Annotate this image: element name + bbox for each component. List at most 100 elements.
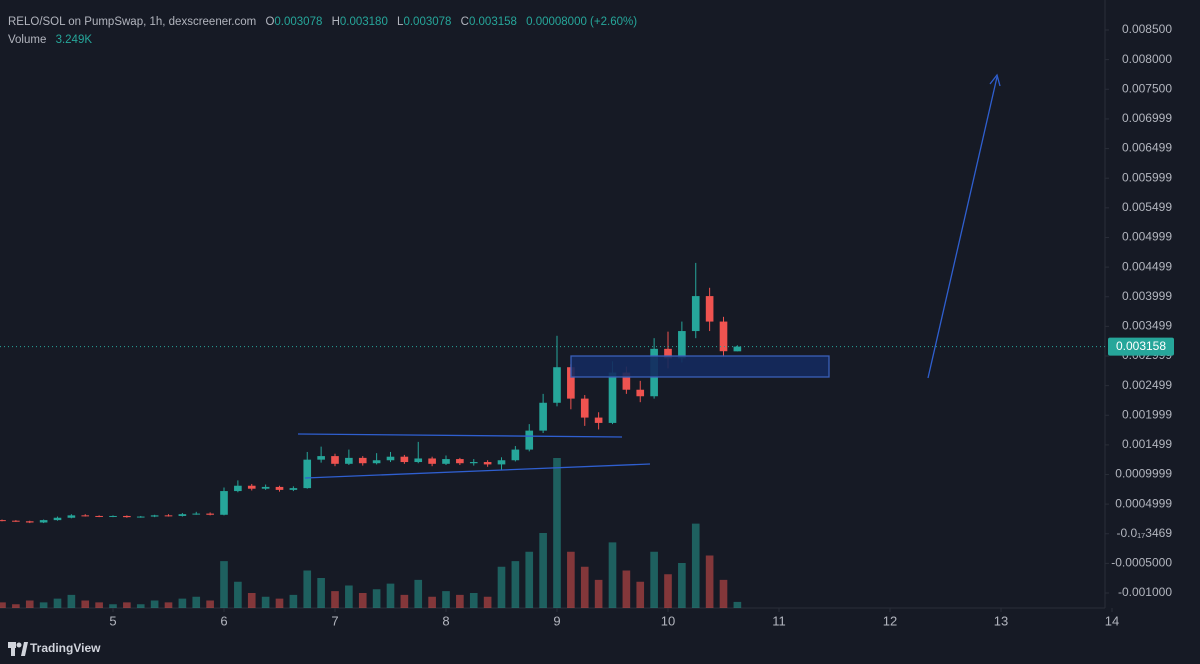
volume-bar bbox=[497, 566, 506, 608]
y-tick-label: 0.008000 bbox=[1122, 52, 1172, 66]
y-tick-label: 0.003999 bbox=[1122, 289, 1172, 303]
volume-bar bbox=[345, 585, 353, 608]
x-tick-label: 9 bbox=[553, 613, 560, 628]
x-tick-label: 8 bbox=[442, 613, 449, 628]
volume-bar bbox=[206, 600, 214, 608]
volume-bar bbox=[317, 578, 325, 608]
brand-logo: TradingView bbox=[8, 641, 101, 656]
volume-bar bbox=[428, 596, 436, 608]
candle-body bbox=[414, 458, 423, 463]
candle-body bbox=[456, 459, 464, 464]
y-tick-label: 0.003499 bbox=[1122, 319, 1172, 333]
volume-bar bbox=[178, 598, 187, 608]
y-tick-label: 0.001999 bbox=[1122, 407, 1172, 421]
candle-body bbox=[261, 486, 270, 489]
candle-body bbox=[317, 456, 325, 460]
candle-body bbox=[53, 517, 62, 521]
y-tick-label: 0.004499 bbox=[1122, 259, 1172, 273]
x-tick-label: 13 bbox=[994, 613, 1008, 628]
price-label: 0.003158 bbox=[1116, 339, 1166, 353]
trend-line bbox=[304, 463, 651, 479]
volume-bar bbox=[234, 581, 242, 608]
y-tick-label: 0.007500 bbox=[1122, 81, 1172, 95]
candle-body bbox=[95, 515, 103, 517]
candle-body bbox=[539, 402, 547, 431]
volume-bar bbox=[483, 596, 492, 608]
ohlc-value: 0.003158 bbox=[469, 16, 517, 28]
volume-bar bbox=[136, 604, 145, 608]
volume-bar bbox=[733, 601, 742, 608]
price-label-box bbox=[1108, 337, 1174, 356]
volume-bar bbox=[608, 542, 617, 608]
candle-body bbox=[331, 456, 339, 464]
candle-body bbox=[733, 346, 742, 352]
ohlc-value: 0.003078 bbox=[403, 16, 451, 28]
volume-bar bbox=[303, 570, 312, 608]
candle-body bbox=[109, 515, 117, 517]
logo-shape bbox=[8, 642, 16, 648]
volume-bar bbox=[553, 458, 561, 608]
candle-body bbox=[164, 515, 173, 517]
volume-bar bbox=[719, 579, 728, 608]
volume-title: Volume bbox=[8, 34, 46, 46]
volume-bar bbox=[95, 602, 103, 608]
candle-body bbox=[67, 515, 76, 518]
candle-body bbox=[372, 460, 381, 464]
volume-bar bbox=[220, 561, 228, 608]
y-tick-label: -0.0₁₇3469 bbox=[1116, 526, 1172, 540]
logo-shape bbox=[11, 648, 15, 656]
candle-body bbox=[483, 462, 492, 465]
brand: TradingView bbox=[30, 641, 101, 655]
x-tick-label: 10 bbox=[661, 613, 675, 628]
symbol: RELO/SOL on PumpSwap, 1h, dexscreener.co… bbox=[8, 16, 256, 28]
x-tick-label: 6 bbox=[220, 613, 227, 628]
candle-body bbox=[39, 520, 48, 523]
volume-bar bbox=[580, 566, 589, 608]
y-tick-label: 0.005499 bbox=[1122, 200, 1172, 214]
volume-bar bbox=[261, 596, 270, 608]
ohlc-key: H bbox=[332, 16, 340, 28]
volume-bar bbox=[678, 563, 686, 608]
x-tick-label: 12 bbox=[883, 613, 897, 628]
volume-bar bbox=[150, 600, 159, 608]
volume-bar bbox=[358, 593, 367, 608]
candle-body bbox=[275, 486, 284, 490]
trend-line bbox=[297, 433, 623, 438]
candle-body bbox=[664, 348, 672, 359]
candle-body bbox=[386, 456, 395, 461]
volume-bar bbox=[691, 523, 700, 608]
volume-bar bbox=[123, 602, 131, 608]
volume-bar bbox=[81, 600, 90, 608]
volume-bar bbox=[664, 574, 672, 608]
volume-bar bbox=[414, 579, 423, 608]
volume-bar bbox=[331, 591, 339, 608]
logo-shape bbox=[16, 642, 22, 648]
volume-header: Volume 3.249K bbox=[8, 34, 92, 46]
candle-body bbox=[511, 449, 520, 461]
candle-body bbox=[234, 485, 242, 492]
volume-bar bbox=[469, 593, 478, 608]
volume-bar bbox=[0, 602, 6, 608]
candle-body bbox=[400, 456, 409, 463]
candle-body bbox=[608, 372, 617, 423]
volume-bar bbox=[511, 561, 520, 608]
volume-bar bbox=[192, 596, 201, 608]
candle-body bbox=[303, 459, 312, 489]
candle-body bbox=[123, 515, 131, 518]
volume-bar bbox=[442, 591, 450, 608]
y-tick-label: 0.006499 bbox=[1122, 141, 1172, 155]
candle-body bbox=[691, 296, 700, 332]
ohlc-value: 0.003180 bbox=[340, 16, 388, 28]
volume-bar bbox=[247, 593, 256, 608]
y-tick-label: 0.006999 bbox=[1122, 111, 1172, 125]
candle-body bbox=[12, 520, 20, 522]
candle-body bbox=[220, 491, 228, 515]
axes: 0.008500 0.008000 0.007500 0.006999 0.006499… bbox=[0, 22, 1174, 628]
volume-bar bbox=[67, 594, 76, 608]
volume-bar bbox=[539, 533, 547, 608]
candle-body bbox=[0, 520, 6, 522]
zone-box bbox=[570, 355, 830, 378]
